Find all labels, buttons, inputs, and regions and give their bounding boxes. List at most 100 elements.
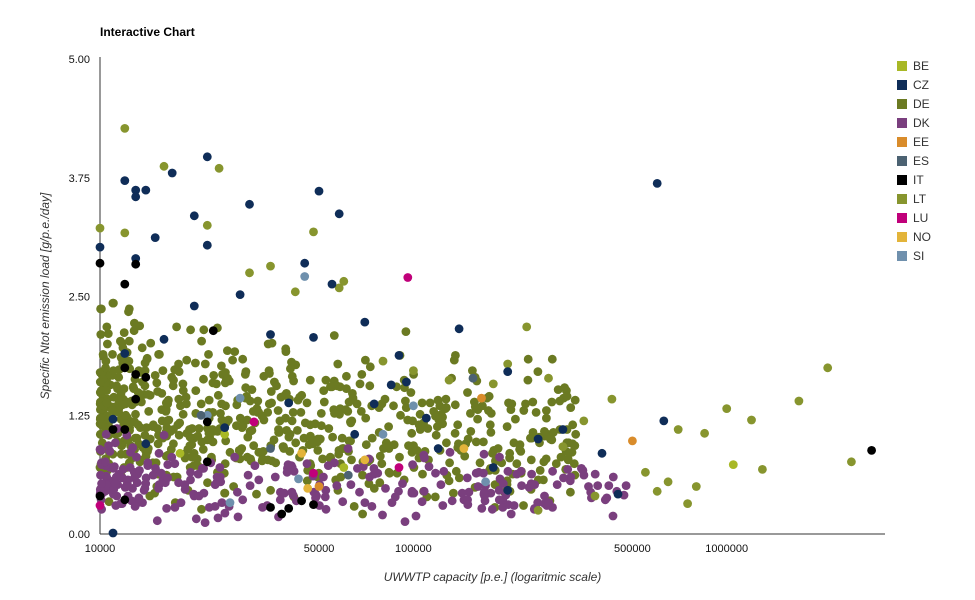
data-point-de[interactable]: [395, 452, 404, 462]
data-point-de[interactable]: [407, 428, 417, 438]
data-point-cz[interactable]: [245, 199, 254, 209]
data-point-de[interactable]: [174, 367, 184, 376]
data-point-es[interactable]: [343, 470, 353, 480]
data-point-de[interactable]: [108, 298, 118, 308]
data-point-de[interactable]: [198, 445, 208, 454]
data-point-lt[interactable]: [202, 220, 212, 230]
data-point-lt[interactable]: [266, 261, 275, 271]
data-point-dk[interactable]: [230, 452, 240, 462]
data-point-lt[interactable]: [847, 457, 856, 467]
data-point-dk[interactable]: [199, 464, 209, 473]
data-point-cz[interactable]: [235, 290, 245, 299]
data-point-dk[interactable]: [544, 498, 554, 507]
data-point-de[interactable]: [104, 497, 114, 507]
data-point-de[interactable]: [131, 409, 140, 419]
data-point-de[interactable]: [313, 446, 323, 455]
data-point-dk[interactable]: [186, 467, 195, 477]
data-point-cz[interactable]: [394, 351, 404, 360]
data-point-de[interactable]: [196, 399, 206, 409]
legend-item-it[interactable]: IT: [897, 170, 931, 189]
data-point-dk[interactable]: [338, 497, 348, 507]
data-point-de[interactable]: [101, 363, 110, 373]
data-point-dk[interactable]: [439, 466, 449, 476]
data-point-de[interactable]: [342, 384, 351, 393]
data-point-lt[interactable]: [794, 396, 804, 406]
data-point-de[interactable]: [521, 399, 530, 409]
data-point-dk[interactable]: [593, 481, 603, 490]
data-point-cz[interactable]: [334, 209, 344, 219]
data-point-cz[interactable]: [95, 242, 105, 252]
data-point-de[interactable]: [358, 470, 367, 480]
data-point-no[interactable]: [303, 484, 313, 493]
data-point-de[interactable]: [137, 343, 147, 353]
data-point-dk[interactable]: [343, 444, 353, 453]
data-point-de[interactable]: [216, 409, 225, 418]
data-point-de[interactable]: [287, 371, 297, 381]
data-point-de[interactable]: [124, 304, 134, 314]
data-point-de[interactable]: [109, 366, 118, 375]
data-point-dk[interactable]: [162, 504, 172, 513]
data-point-de[interactable]: [451, 466, 461, 476]
data-point-cz[interactable]: [266, 330, 275, 339]
data-point-dk[interactable]: [398, 479, 407, 488]
data-point-de[interactable]: [533, 367, 543, 376]
data-point-dk[interactable]: [495, 452, 504, 462]
data-point-de[interactable]: [164, 415, 174, 425]
data-point-lu[interactable]: [309, 468, 318, 478]
data-point-it[interactable]: [131, 394, 141, 404]
data-point-lt[interactable]: [700, 428, 709, 438]
data-point-cz[interactable]: [167, 168, 177, 178]
data-point-cz[interactable]: [558, 425, 568, 434]
data-point-de[interactable]: [317, 421, 326, 431]
data-point-cz[interactable]: [327, 279, 337, 289]
data-point-no[interactable]: [297, 448, 306, 458]
data-point-de[interactable]: [272, 381, 281, 391]
data-point-dk[interactable]: [163, 473, 173, 483]
data-point-dk[interactable]: [487, 504, 497, 514]
data-point-de[interactable]: [287, 357, 296, 367]
data-point-it[interactable]: [202, 457, 212, 467]
data-point-si[interactable]: [294, 474, 303, 484]
data-point-dk[interactable]: [283, 460, 293, 469]
data-point-de[interactable]: [217, 399, 227, 409]
data-point-de[interactable]: [485, 420, 495, 430]
data-point-de[interactable]: [102, 386, 111, 395]
data-point-dk[interactable]: [498, 503, 508, 512]
data-point-cz[interactable]: [131, 192, 141, 202]
data-point-dk[interactable]: [438, 501, 448, 510]
data-point-cz[interactable]: [314, 186, 324, 196]
data-point-de[interactable]: [433, 422, 442, 431]
data-point-de[interactable]: [506, 405, 516, 414]
data-point-de[interactable]: [282, 426, 291, 435]
data-point-de[interactable]: [185, 441, 195, 450]
data-point-no[interactable]: [459, 444, 469, 453]
legend-item-be[interactable]: BE: [897, 56, 931, 75]
data-point-de[interactable]: [401, 403, 411, 412]
data-point-de[interactable]: [146, 338, 156, 348]
data-point-de[interactable]: [401, 396, 410, 406]
data-point-cz[interactable]: [159, 334, 169, 344]
data-point-de[interactable]: [441, 404, 450, 413]
data-point-de[interactable]: [389, 401, 398, 411]
data-point-dk[interactable]: [180, 480, 190, 489]
data-point-de[interactable]: [238, 354, 248, 364]
data-point-dk[interactable]: [194, 491, 204, 501]
data-point-cz[interactable]: [350, 429, 360, 439]
data-point-de[interactable]: [441, 394, 451, 404]
data-point-dk[interactable]: [193, 469, 203, 479]
data-point-cz[interactable]: [360, 317, 370, 327]
data-point-de[interactable]: [119, 384, 129, 393]
data-point-de[interactable]: [334, 446, 344, 455]
data-point-cz[interactable]: [220, 423, 230, 432]
data-point-de[interactable]: [412, 446, 422, 455]
data-point-de[interactable]: [189, 461, 199, 470]
data-point-dk[interactable]: [509, 501, 519, 510]
data-point-de[interactable]: [302, 398, 312, 408]
data-point-de[interactable]: [466, 427, 476, 436]
data-point-de[interactable]: [539, 457, 549, 467]
data-point-de[interactable]: [224, 415, 233, 425]
data-point-dk[interactable]: [540, 491, 549, 501]
data-point-dk[interactable]: [457, 488, 467, 498]
data-point-de[interactable]: [526, 455, 536, 465]
